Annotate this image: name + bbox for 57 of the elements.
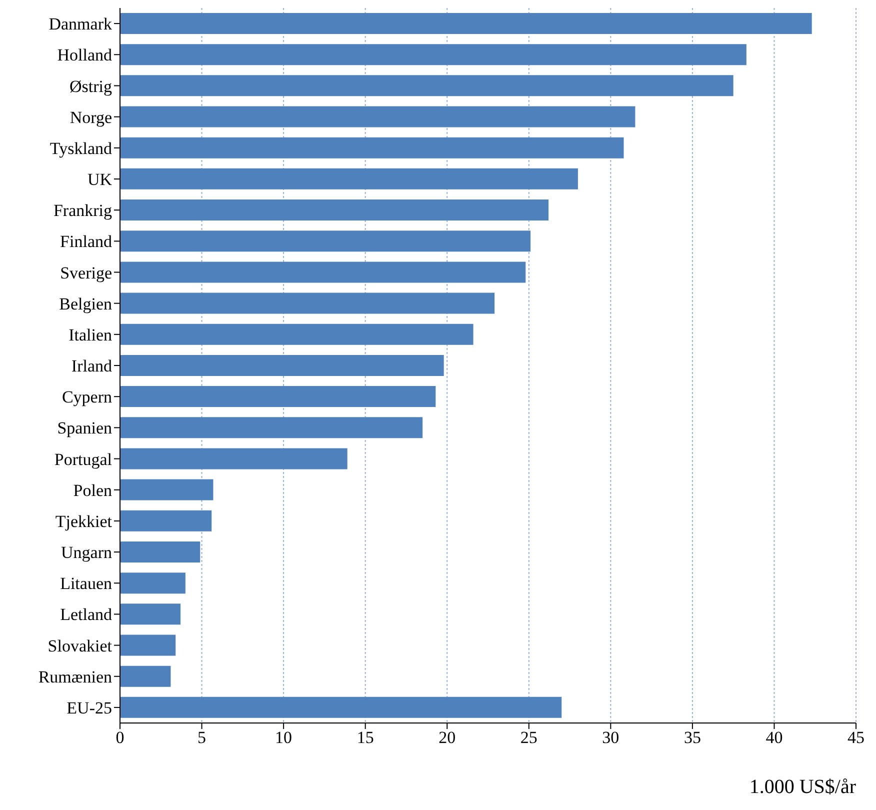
y-tick-label: Litauen [60,574,112,594]
x-tick-label: 45 [848,728,864,748]
y-tick-label: Frankrig [53,201,112,220]
bar [120,448,348,470]
y-tick-label: Belgien [59,294,112,314]
y-tick-label: Tjekkiet [55,512,112,531]
bar [120,666,171,687]
y-tick-label: Spanien [57,418,112,438]
bar [120,541,200,562]
y-tick-label: Holland [57,46,112,65]
x-tick-label: 30 [602,728,620,748]
y-tick-label: Cypern [62,388,112,407]
y-tick-label: Irland [71,356,112,376]
bar [120,200,549,221]
bar [120,634,176,656]
y-tick-label: Tyskland [50,138,112,158]
y-tick-label: Italien [68,325,112,344]
y-tick-label: Norge [70,108,112,127]
x-tick-label: 35 [684,728,701,748]
bar [120,696,562,718]
y-tick-label: EU-25 [66,698,112,718]
y-tick-label: UK [87,170,113,190]
y-tick-label: Finland [60,232,112,252]
y-tick-label: Letland [60,605,112,624]
bar [120,168,578,190]
y-tick-label: Portugal [54,450,112,469]
bar [120,572,186,594]
x-tick-label: 40 [766,728,783,748]
bar [120,75,734,96]
bar [120,13,812,34]
bar [120,230,531,252]
bar [120,604,181,625]
y-tick-label: Slovakiet [48,636,112,656]
y-tick-label: Østrig [70,76,112,96]
y-tick-label: Sverige [60,263,112,282]
bar [120,417,423,438]
bar [120,479,214,500]
bar [120,354,444,376]
y-tick-label: Rumænien [38,667,112,686]
bar [120,324,474,345]
bar [120,510,212,532]
bar [120,262,526,283]
bar [120,106,636,128]
bar [120,137,624,158]
x-tick-label: 0 [116,728,124,748]
bar [120,44,746,66]
x-tick-label: 15 [356,728,374,748]
x-axis-title: 1.000 US$/år [749,776,856,798]
bar [120,292,495,314]
y-tick-label: Danmark [48,14,112,34]
y-tick-label: Ungarn [61,543,112,562]
bar [120,386,436,408]
y-tick-label: Polen [73,480,112,500]
x-tick-label: 25 [520,728,538,748]
x-tick-label: 5 [198,728,206,748]
x-tick-label: 10 [275,728,292,748]
x-tick-label: 20 [438,728,456,748]
